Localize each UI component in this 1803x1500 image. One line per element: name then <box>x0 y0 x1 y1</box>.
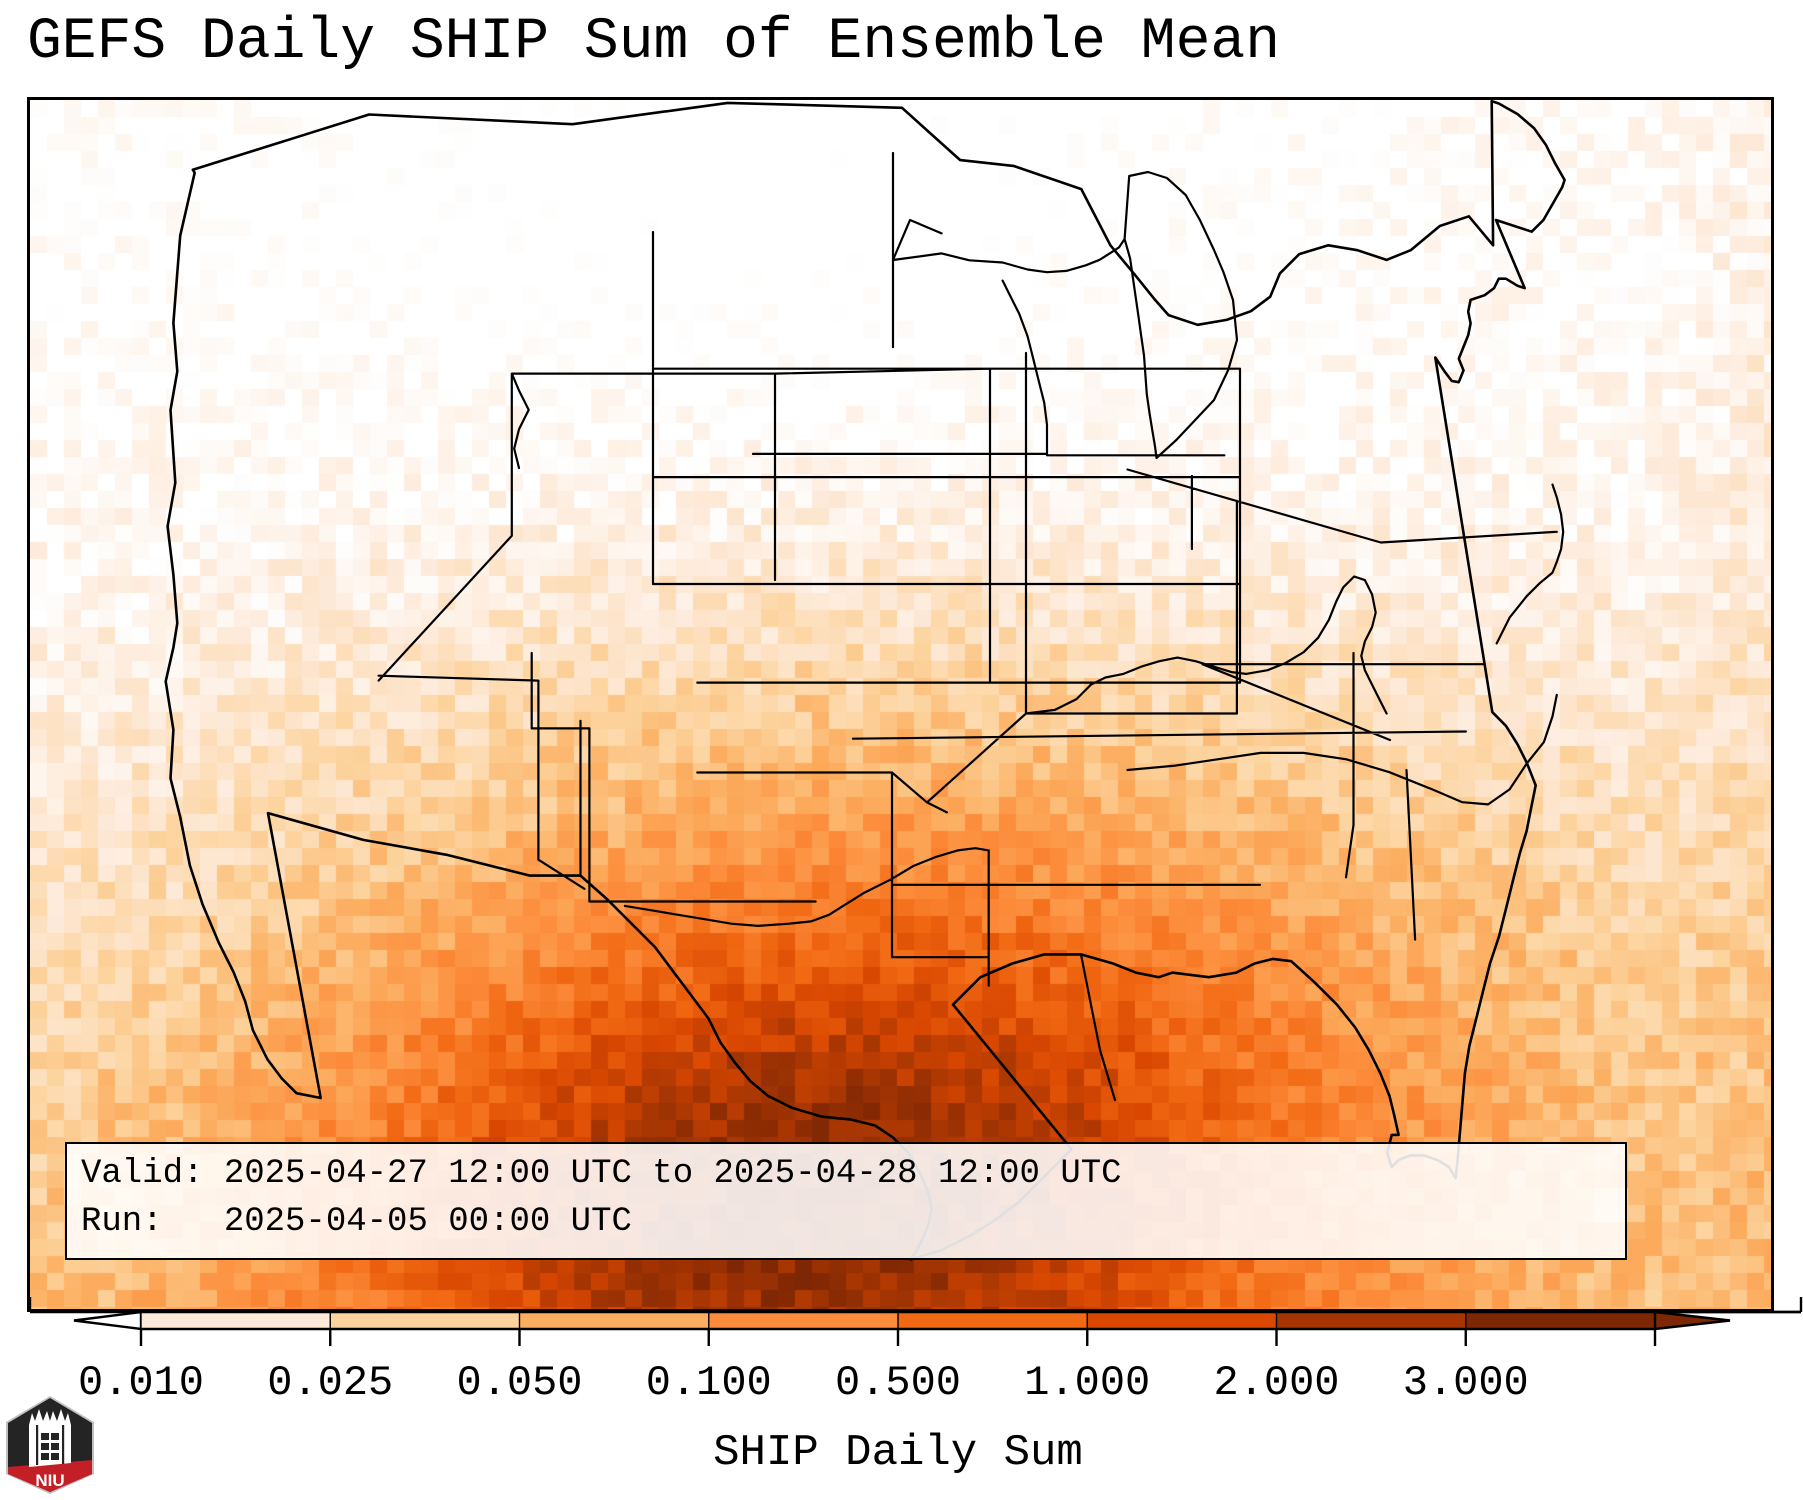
svg-text:1.000: 1.000 <box>1024 1359 1150 1407</box>
svg-text:0.010: 0.010 <box>78 1359 204 1407</box>
svg-text:SHIP Daily Sum: SHIP Daily Sum <box>713 1428 1083 1477</box>
svg-text:0.500: 0.500 <box>835 1359 961 1407</box>
svg-text:2.000: 2.000 <box>1213 1359 1339 1407</box>
svg-text:0.100: 0.100 <box>646 1359 772 1407</box>
svg-text:3.000: 3.000 <box>1403 1359 1529 1407</box>
svg-text:NIU: NIU <box>35 1471 64 1490</box>
svg-text:0.025: 0.025 <box>267 1359 393 1407</box>
svg-text:0.050: 0.050 <box>456 1359 582 1407</box>
